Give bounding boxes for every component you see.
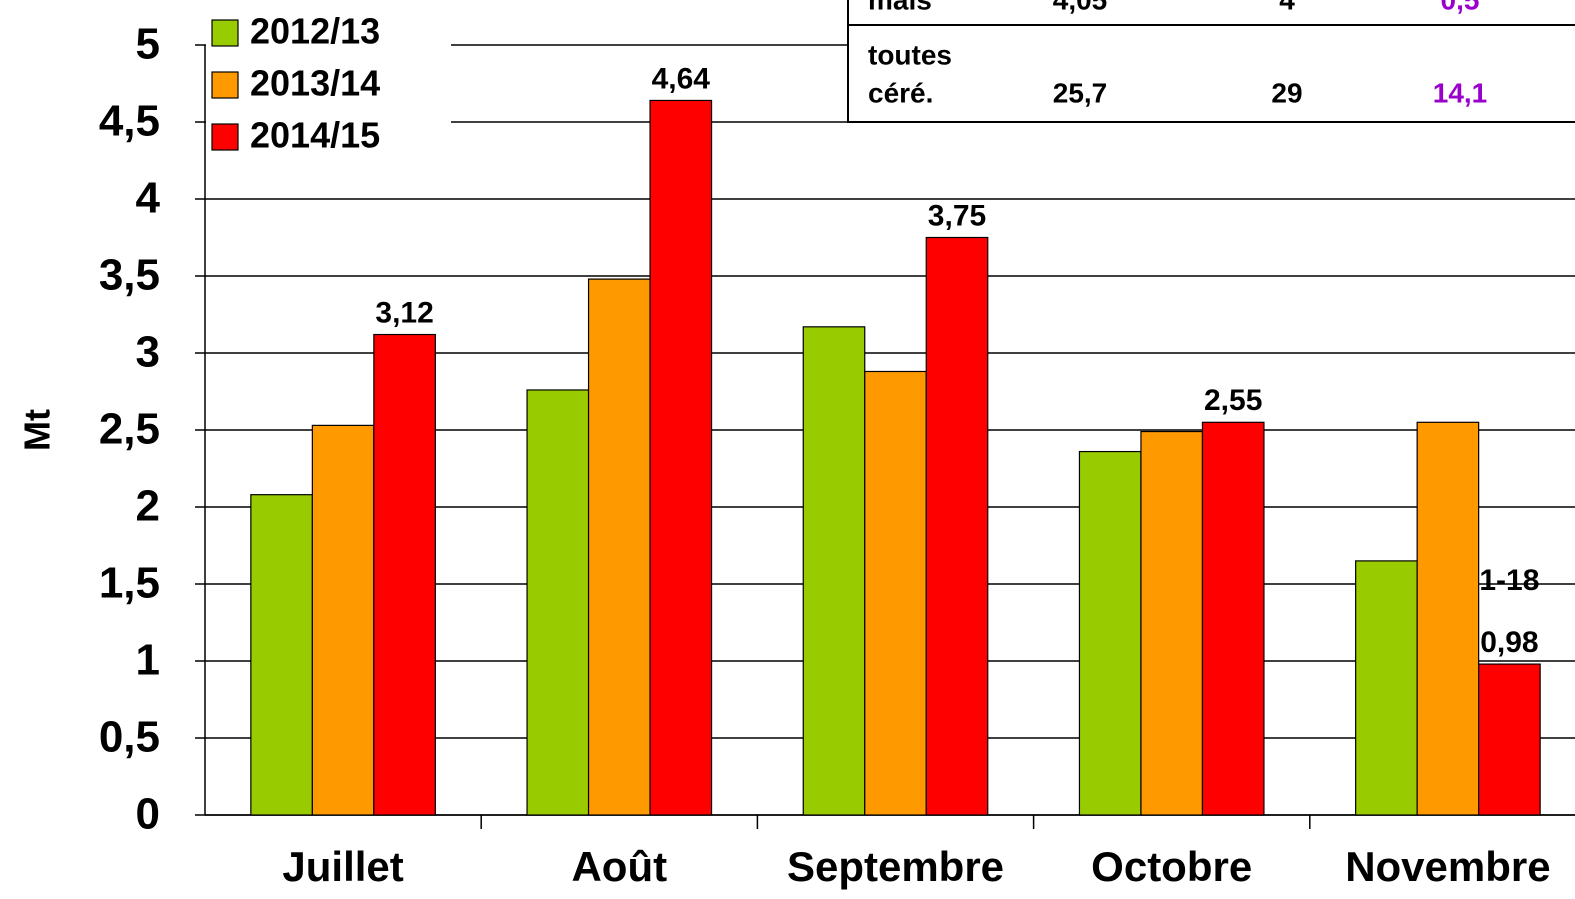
table-cell: 4,05 [1053,0,1108,15]
x-tick-label: Septembre [787,843,1004,890]
x-tick-label: Novembre [1345,843,1550,890]
y-tick-label: 5 [136,20,160,69]
legend-label: 2014/15 [250,115,380,156]
y-tick-label: 0,5 [99,713,160,762]
bar [587,278,651,816]
y-axis-label: Mt [17,409,58,451]
table-cell: 29 [1271,77,1302,108]
y-tick-label: 4,5 [99,97,160,146]
table-cell: 0,5 [1441,0,1480,15]
y-tick-label: 3 [136,328,160,377]
annotation: 1-18 [1479,564,1539,597]
bar [1078,450,1142,816]
legend-swatch [211,123,239,151]
bar [373,333,436,816]
table-cell: toutes [868,39,952,70]
x-tick-label: Août [571,843,667,890]
y-tick-label: 2,5 [99,405,160,454]
bar [311,424,375,816]
bar [649,99,713,816]
bar [1478,663,1541,816]
bar [250,494,313,816]
bar [864,370,927,816]
table-cell: maïs [868,0,932,15]
y-tick-label: 3,5 [99,251,160,300]
data-label: 3,75 [928,199,986,232]
bar [1201,421,1265,816]
legend-label: 2013/14 [250,63,380,104]
legend-box [206,5,451,160]
table-cell: céré. [868,77,933,108]
bar [1355,560,1418,816]
x-tick-label: Juillet [282,843,403,890]
data-label: 4,64 [652,62,711,95]
bar [1416,421,1480,816]
y-tick-label: 4 [136,174,161,223]
y-tick-label: 0 [136,790,160,839]
data-label: 3,12 [375,296,433,329]
legend-label: 2012/13 [250,11,380,52]
data-label: 2,55 [1204,384,1262,417]
table-cell: 25,7 [1053,77,1108,108]
y-tick-label: 1,5 [99,559,160,608]
bar [925,236,989,816]
legend-swatch [211,71,239,99]
y-tick-label: 2 [136,482,160,531]
y-tick-label: 1 [136,636,160,685]
table-cell: 4 [1279,0,1295,15]
bar [526,389,590,816]
bar [802,326,866,816]
table-box [847,0,1575,123]
data-label: 0,98 [1480,626,1538,659]
bar [1140,430,1204,816]
legend-swatch [211,19,239,47]
table-cell: 14,1 [1433,77,1488,108]
x-tick-label: Octobre [1091,843,1252,890]
